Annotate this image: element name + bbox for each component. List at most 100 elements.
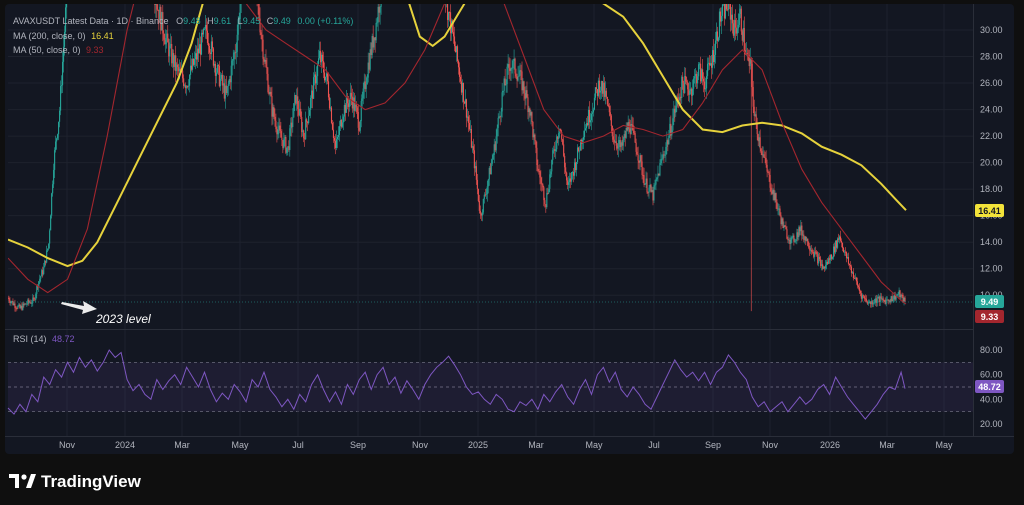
candle-body <box>592 109 595 113</box>
candle-body <box>326 73 329 82</box>
candle-body <box>279 125 281 132</box>
time-tick-label: May <box>231 440 249 450</box>
candle-body <box>321 54 323 63</box>
candle-body <box>569 178 571 183</box>
candle-body <box>635 142 637 152</box>
candle-body <box>308 115 310 124</box>
ma200-badge-text: 16.41 <box>978 206 1001 216</box>
candle-body <box>677 97 679 99</box>
candle-body <box>900 294 902 298</box>
candle-body <box>168 42 170 57</box>
candle-body <box>653 185 655 201</box>
tradingview-logo[interactable]: TradingView <box>9 472 142 491</box>
pane-separator[interactable] <box>5 329 973 330</box>
candle-body <box>373 37 375 48</box>
candle-body <box>452 32 455 37</box>
candle-body <box>211 41 213 49</box>
candle-body <box>884 300 886 304</box>
candle-body <box>290 122 292 129</box>
candle-body <box>562 139 564 145</box>
candle-body <box>547 193 549 194</box>
rsi-line <box>7 349 906 420</box>
candle-body <box>636 151 638 155</box>
candle-body <box>645 178 647 184</box>
candle-body <box>539 171 541 178</box>
candle-body <box>605 90 607 97</box>
candle-body <box>277 129 279 135</box>
candle-body <box>359 121 361 131</box>
price-tick-label: 18.00 <box>980 184 1003 194</box>
candle-body <box>762 154 764 156</box>
candle-body <box>795 239 797 241</box>
candle-body <box>673 108 675 119</box>
candle-body <box>688 89 690 95</box>
candle-body <box>803 234 805 241</box>
ma200-badge-bg <box>975 204 1004 217</box>
candle-body <box>620 142 622 148</box>
candle-body <box>885 299 887 304</box>
candle-body <box>767 171 769 173</box>
candle-body <box>44 260 46 268</box>
candle-body <box>286 147 288 153</box>
candle-body <box>472 146 474 151</box>
rsi-axis[interactable]: 20.00 40.00 60.00 80.00 <box>980 345 1003 429</box>
candle-body <box>813 252 815 257</box>
candle-body <box>790 237 792 244</box>
candle-body <box>510 68 512 71</box>
candle-body <box>797 232 799 238</box>
candle-body <box>157 9 159 11</box>
candle-body <box>207 42 209 46</box>
time-tick-label: Jul <box>648 440 660 450</box>
candle-body <box>718 11 721 38</box>
candle-body <box>792 235 794 238</box>
candle-body <box>16 308 18 309</box>
candle-body <box>14 303 16 308</box>
candle-body <box>55 141 57 151</box>
candle-body <box>791 237 793 239</box>
candle-body <box>743 28 745 51</box>
candle-body <box>877 296 879 299</box>
candle-body <box>742 28 744 41</box>
ma200-legend[interactable]: MA (200, close, 0) 16.41 <box>13 31 114 41</box>
candle-body <box>201 32 204 35</box>
candle-body <box>560 128 562 132</box>
tradingview-logo-icon <box>9 474 36 488</box>
candle-body <box>26 303 28 305</box>
time-axis[interactable]: Nov 2024 Mar May Jul Sep Nov 2025 Mar May Jul Sep No… <box>59 440 953 450</box>
candle-body <box>271 96 273 117</box>
candle-body <box>178 67 180 72</box>
candle-body <box>869 301 871 305</box>
candle-body <box>51 193 53 216</box>
candle-body <box>450 12 452 34</box>
candle-body <box>794 240 796 242</box>
candle-body <box>369 49 371 70</box>
rsi-legend[interactable]: RSI (14) 48.72 <box>13 334 75 344</box>
candle-body <box>8 297 9 299</box>
candle-body <box>763 154 765 158</box>
candle-body <box>348 99 350 107</box>
candle-body <box>837 238 840 240</box>
candle-body <box>280 131 282 138</box>
ma50-legend[interactable]: MA (50, close, 0) 9.33 <box>13 45 104 55</box>
candle-body <box>237 19 239 35</box>
candle-body <box>303 130 305 139</box>
symbol-title[interactable]: AVAXUSDT Latest Data · 1D · Binance <box>13 16 169 26</box>
candle-body <box>694 76 696 79</box>
candle-body <box>590 113 593 121</box>
candle-body <box>192 58 194 70</box>
candle-body <box>675 105 677 113</box>
candle-body <box>219 78 221 87</box>
candle-body <box>42 270 44 275</box>
candle-body <box>330 107 333 124</box>
candle-body <box>557 136 559 139</box>
candle-body <box>670 123 672 136</box>
candle-body <box>865 298 867 302</box>
candle-body <box>844 251 847 253</box>
candle-body <box>858 287 860 291</box>
candle-body <box>863 296 865 299</box>
candle-body <box>195 53 198 60</box>
candle-body <box>855 277 857 282</box>
candle-body <box>493 144 495 156</box>
candle-body <box>295 94 297 104</box>
time-tick-label: Sep <box>705 440 721 450</box>
